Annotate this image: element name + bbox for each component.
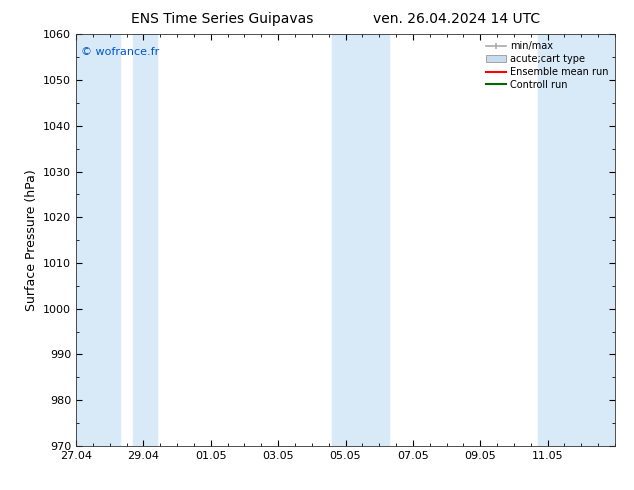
Bar xyxy=(76,34,120,446)
Bar xyxy=(133,34,157,446)
Text: © wofrance.fr: © wofrance.fr xyxy=(81,47,160,57)
Bar xyxy=(538,34,615,446)
Text: ENS Time Series Guipavas: ENS Time Series Guipavas xyxy=(131,12,313,26)
Text: ven. 26.04.2024 14 UTC: ven. 26.04.2024 14 UTC xyxy=(373,12,540,26)
Y-axis label: Surface Pressure (hPa): Surface Pressure (hPa) xyxy=(25,169,37,311)
Legend: min/max, acute;cart type, Ensemble mean run, Controll run: min/max, acute;cart type, Ensemble mean … xyxy=(484,39,610,92)
Bar xyxy=(332,34,389,446)
